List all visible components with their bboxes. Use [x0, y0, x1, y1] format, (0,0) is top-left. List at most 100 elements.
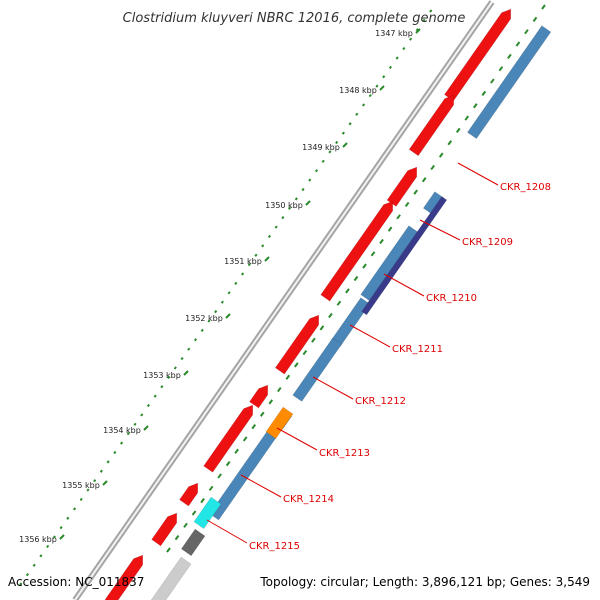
light-gray-gene[interactable] — [147, 556, 192, 600]
highlight-gene-cyan[interactable] — [193, 496, 222, 530]
gene-label-leader — [349, 324, 391, 348]
gene-label[interactable]: CKR_1209 — [462, 237, 513, 248]
minor-tick — [321, 159, 325, 163]
minor-tick — [429, 9, 433, 13]
minor-tick — [234, 281, 238, 286]
kbp-label: 1354 kbp — [103, 426, 141, 435]
gene-label[interactable]: CKR_1214 — [283, 494, 334, 505]
gene-labels: CKR_1208 CKR_1209 CKR_1210 CKR_1211 CKR_1212… — [206, 162, 551, 552]
inner-tick — [225, 461, 231, 467]
minor-tick — [335, 140, 339, 145]
inner-tick — [430, 164, 436, 171]
minor-tick — [341, 131, 345, 135]
forward-gene[interactable] — [104, 554, 144, 600]
minor-tick — [254, 253, 258, 257]
minor-tick — [187, 347, 191, 351]
forward-gene[interactable] — [386, 166, 418, 207]
minor-tick — [32, 563, 36, 567]
inner-tick — [404, 201, 410, 208]
minor-tick — [46, 544, 50, 549]
kbp-label: 1350 kbp — [265, 201, 303, 210]
minor-tick — [402, 46, 406, 51]
gene-track[interactable] — [104, 8, 552, 600]
highlight-gene-navy[interactable] — [361, 196, 448, 316]
kbp-label: 1356 kbp — [19, 535, 57, 544]
inner-tick — [200, 498, 205, 504]
gene-label-leader — [383, 273, 425, 297]
major-tick — [183, 370, 189, 376]
reverse-gene[interactable] — [330, 297, 371, 348]
minor-tick — [167, 375, 171, 379]
gene-label-leader — [457, 162, 499, 186]
minor-tick — [382, 75, 386, 79]
minor-tick — [66, 516, 70, 520]
minor-tick — [274, 225, 278, 229]
accession-text: Accession: NC_011837 — [8, 575, 144, 589]
gene-label-leader — [312, 376, 354, 400]
inner-tick — [234, 448, 239, 454]
minor-tick — [355, 112, 359, 116]
minor-tick — [281, 216, 285, 220]
minor-tick — [207, 319, 211, 323]
kbp-label: 1349 kbp — [302, 143, 340, 152]
forward-gene[interactable] — [151, 512, 178, 547]
gene-label[interactable]: CKR_1210 — [426, 293, 477, 304]
inner-tick — [174, 535, 180, 541]
minor-tick — [294, 197, 298, 201]
minor-tick — [160, 385, 164, 389]
major-tick — [342, 142, 348, 148]
inner-tick — [251, 423, 257, 430]
minor-tick — [409, 37, 413, 41]
minor-tick — [193, 338, 198, 342]
major-tick — [143, 425, 149, 431]
inner-tick — [311, 337, 316, 343]
forward-gene[interactable] — [274, 314, 320, 375]
inner-tick — [353, 275, 359, 282]
kbp-label: 1351 kbp — [224, 257, 262, 266]
minor-tick — [200, 328, 204, 332]
genome-backbone — [72, 0, 495, 600]
kbp-label: 1348 kbp — [339, 86, 377, 95]
minor-tick — [261, 244, 265, 248]
minor-tick — [25, 573, 30, 577]
gene-label[interactable]: CKR_1208 — [500, 182, 551, 193]
minor-tick — [301, 187, 305, 192]
gene-label[interactable]: CKR_1211 — [392, 344, 443, 355]
minor-tick — [227, 291, 231, 295]
gene-label[interactable]: CKR_1212 — [355, 396, 406, 407]
inner-tick — [515, 41, 521, 47]
inner-tick — [524, 29, 529, 35]
minor-tick — [422, 18, 426, 22]
minor-tick — [59, 526, 63, 530]
minor-tick — [126, 432, 130, 436]
forward-gene[interactable] — [203, 404, 254, 473]
inner-tick — [217, 473, 222, 479]
inner-tick — [345, 288, 350, 294]
inner-tick — [191, 510, 197, 516]
minor-tick — [220, 300, 224, 304]
forward-gene[interactable] — [249, 384, 269, 409]
inner-tick — [166, 547, 171, 553]
inner-tick — [294, 362, 299, 368]
gene-label[interactable]: CKR_1215 — [249, 541, 300, 552]
minor-tick — [180, 356, 184, 361]
gene-label[interactable]: CKR_1213 — [319, 448, 370, 459]
genome-title: Clostridium kluyveri NBRC 12016, complet… — [123, 11, 466, 26]
kbp-ruler: 1347 kbp 1348 kbp 1349 kbp 1350 kbp 1351 kbp… — [19, 4, 546, 586]
minor-tick — [99, 469, 103, 473]
inner-tick — [396, 214, 401, 220]
forward-gene[interactable] — [408, 94, 455, 157]
highlight-gene-orange[interactable] — [265, 406, 294, 440]
minor-tick — [395, 56, 399, 60]
inner-tick — [276, 386, 282, 393]
reverse-gene[interactable] — [467, 25, 552, 140]
gene-label-leader — [240, 474, 282, 498]
forward-gene[interactable] — [179, 482, 199, 507]
inner-tick — [490, 78, 495, 84]
gray-gene[interactable] — [180, 528, 206, 557]
major-tick — [305, 200, 311, 206]
minor-tick — [52, 535, 56, 539]
reverse-gene[interactable] — [292, 337, 343, 402]
forward-gene[interactable] — [320, 200, 394, 302]
